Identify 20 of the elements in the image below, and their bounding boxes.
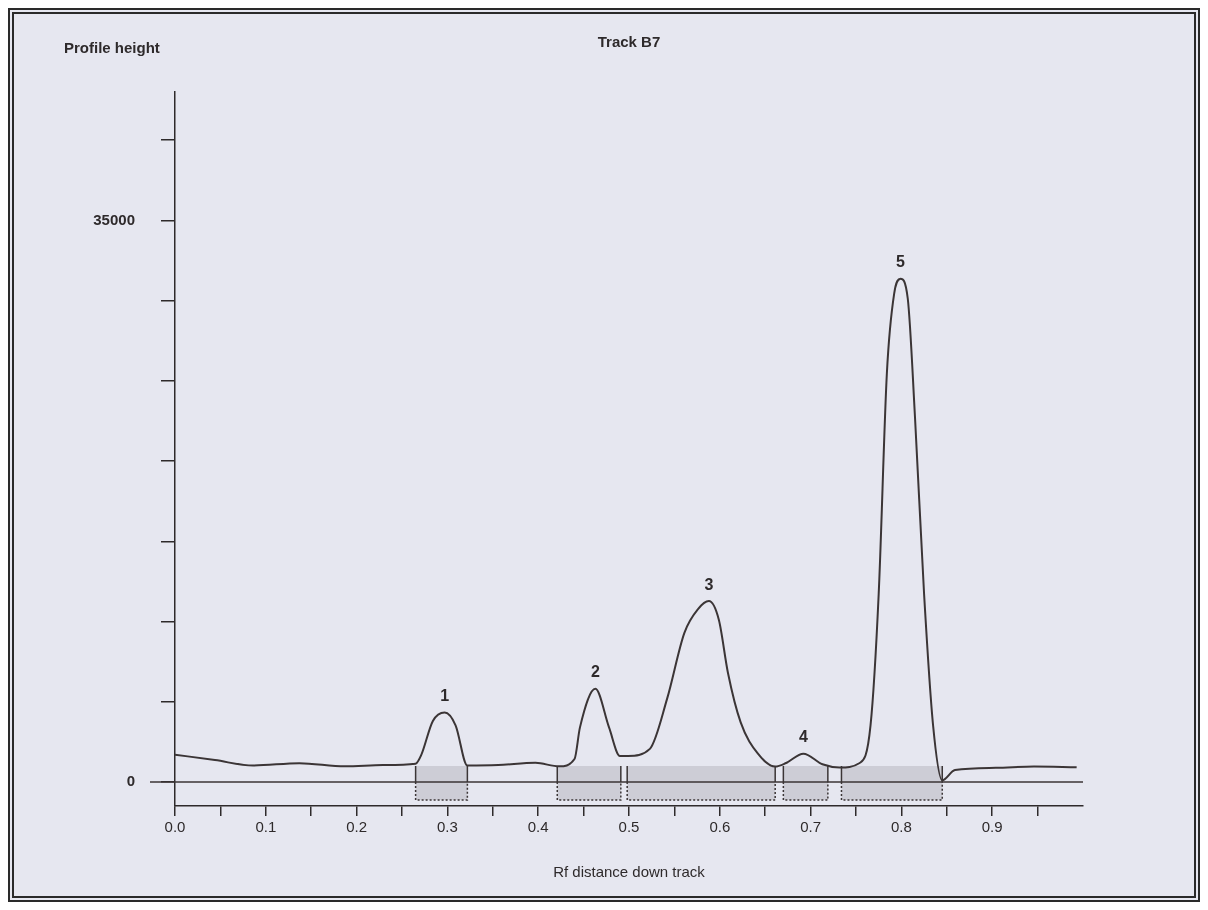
x-tick-label: 0.2 [346, 818, 368, 836]
x-tick-label: 0.1 [255, 818, 277, 836]
y-tick-label: 35000 [93, 210, 135, 228]
annotation: 3 [704, 575, 714, 593]
annotation: 2 [590, 663, 600, 681]
x-tick-label: 0.5 [618, 818, 640, 836]
x-tick-label: 0.8 [890, 818, 912, 836]
x-tick-label: 0.6 [709, 818, 731, 836]
x-tick-label: 0.9 [981, 818, 1003, 836]
annotation: 5 [896, 253, 906, 271]
x-tick-label: 0.3 [436, 818, 458, 836]
chart-title: Track B7 [597, 32, 661, 50]
x-tick-label: 0.7 [800, 818, 822, 836]
y-axis-title: Profile height [64, 38, 160, 56]
y-tick-label: 0 [126, 772, 135, 790]
annotation: 1 [440, 686, 450, 704]
x-tick-label: 0.4 [527, 818, 549, 836]
x-axis-title: Rf distance down track [553, 863, 706, 881]
annotation: 4 [798, 728, 808, 746]
x-tick-label: 0.0 [164, 818, 186, 836]
